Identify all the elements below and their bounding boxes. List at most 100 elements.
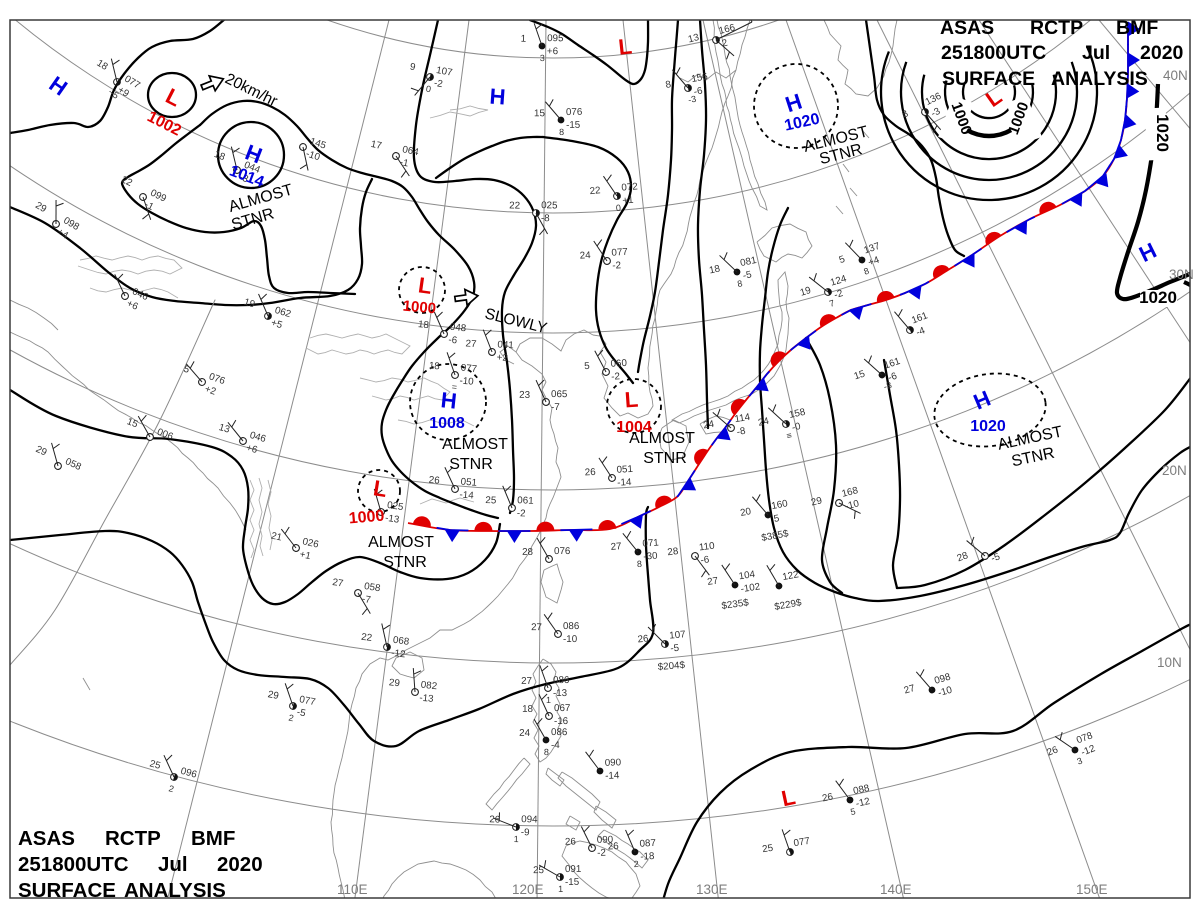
svg-text:2: 2 — [288, 712, 295, 723]
svg-text:-14: -14 — [605, 770, 620, 781]
svg-text:-13: -13 — [553, 688, 568, 699]
svg-text:STNR: STNR — [449, 456, 493, 473]
svg-text:-10: -10 — [844, 498, 861, 512]
svg-text:156: 156 — [691, 71, 710, 85]
svg-text:058: 058 — [363, 581, 381, 595]
svg-text:27: 27 — [707, 575, 719, 587]
svg-text:-7: -7 — [551, 402, 560, 413]
svg-text:2020: 2020 — [1140, 42, 1184, 64]
svg-text:+5: +5 — [270, 317, 284, 331]
svg-text:251800UTC: 251800UTC — [941, 42, 1046, 64]
svg-text:8: 8 — [544, 747, 549, 757]
svg-text:1: 1 — [546, 695, 551, 705]
svg-text:-13: -13 — [384, 513, 400, 526]
svg-text:27: 27 — [610, 541, 622, 553]
svg-text:077: 077 — [611, 247, 628, 259]
svg-text:107: 107 — [435, 65, 453, 79]
svg-text:STNR: STNR — [643, 450, 687, 467]
svg-text:ALMOST: ALMOST — [368, 534, 434, 551]
svg-text:28: 28 — [956, 550, 971, 564]
svg-text:24: 24 — [519, 728, 531, 739]
svg-text:+2: +2 — [496, 352, 508, 364]
svg-text:-6: -6 — [693, 85, 704, 98]
svg-text:+6: +6 — [125, 298, 140, 313]
svg-text:025: 025 — [541, 200, 558, 211]
svg-text:L: L — [624, 387, 639, 413]
svg-text:18: 18 — [417, 319, 430, 331]
svg-text:094: 094 — [521, 814, 538, 825]
svg-text:$204$: $204$ — [657, 660, 686, 673]
svg-text:26: 26 — [428, 475, 440, 487]
svg-text:27: 27 — [332, 577, 344, 590]
svg-text:RCTP: RCTP — [1030, 17, 1083, 39]
svg-text:5: 5 — [849, 806, 856, 817]
svg-text:23: 23 — [519, 390, 531, 401]
svg-text:26: 26 — [821, 791, 834, 804]
svg-text:-30: -30 — [643, 551, 658, 563]
svg-text:-10: -10 — [563, 634, 578, 645]
svg-text:-10: -10 — [937, 685, 954, 700]
svg-text:26: 26 — [607, 841, 619, 853]
svg-text:+1: +1 — [299, 549, 312, 562]
svg-text:H: H — [440, 387, 458, 414]
svg-text:26: 26 — [1046, 744, 1061, 758]
svg-text:5: 5 — [773, 513, 781, 525]
svg-text:+6: +6 — [245, 442, 259, 456]
svg-text:26: 26 — [637, 633, 649, 645]
svg-text:27: 27 — [903, 683, 917, 697]
svg-text:-2: -2 — [611, 371, 620, 382]
svg-text:-16: -16 — [554, 716, 569, 727]
svg-text:-5: -5 — [990, 551, 1002, 565]
svg-text:28: 28 — [667, 546, 680, 558]
svg-text:076: 076 — [566, 107, 583, 118]
svg-text:-5: -5 — [742, 269, 753, 282]
svg-text:041: 041 — [497, 339, 514, 351]
svg-text:120E: 120E — [512, 882, 544, 897]
svg-text:0: 0 — [425, 84, 432, 95]
svg-text:8: 8 — [900, 108, 910, 121]
svg-text:24: 24 — [579, 250, 591, 262]
svg-text:26: 26 — [585, 467, 597, 479]
svg-text:-10: -10 — [459, 375, 475, 387]
svg-text:40N: 40N — [1163, 68, 1188, 83]
svg-text:107: 107 — [669, 629, 686, 641]
svg-text:130E: 130E — [696, 882, 728, 897]
svg-text:-10: -10 — [304, 149, 321, 164]
svg-text:-2: -2 — [833, 288, 844, 301]
svg-text:158: 158 — [788, 407, 807, 421]
svg-text:5: 5 — [838, 254, 847, 266]
svg-text:22: 22 — [119, 174, 134, 189]
svg-text:025: 025 — [386, 500, 404, 513]
svg-text:24: 24 — [702, 419, 715, 432]
svg-text:-5: -5 — [296, 707, 307, 720]
svg-text:7: 7 — [828, 298, 836, 309]
svg-text:145: 145 — [308, 136, 327, 152]
svg-text:1008: 1008 — [429, 415, 465, 432]
svg-text:L: L — [372, 475, 389, 502]
svg-text:24: 24 — [757, 416, 771, 429]
svg-text:25: 25 — [762, 843, 775, 856]
svg-text:ANALYSIS: ANALYSIS — [1051, 68, 1148, 90]
svg-text:088: 088 — [852, 783, 871, 797]
svg-text:25: 25 — [148, 758, 162, 772]
svg-text:046: 046 — [248, 430, 267, 445]
svg-text:-15: -15 — [566, 120, 581, 131]
svg-text:2: 2 — [168, 783, 175, 794]
svg-text:8: 8 — [665, 79, 673, 91]
svg-text:15: 15 — [125, 416, 140, 430]
svg-text:1000: 1000 — [348, 507, 385, 527]
svg-text:10N: 10N — [1157, 655, 1182, 670]
svg-text:114: 114 — [734, 412, 752, 426]
svg-text:20: 20 — [739, 506, 752, 519]
svg-text:18: 18 — [708, 263, 721, 276]
svg-text:18: 18 — [522, 704, 533, 715]
svg-text:-15: -15 — [565, 877, 580, 888]
svg-text:SURFACE: SURFACE — [942, 68, 1035, 90]
svg-text:1020: 1020 — [1139, 288, 1177, 307]
svg-text:8: 8 — [559, 127, 564, 137]
svg-text:-5: -5 — [670, 643, 680, 655]
svg-text:-6: -6 — [887, 371, 899, 384]
svg-text:-13: -13 — [419, 693, 435, 705]
svg-text:161: 161 — [910, 310, 929, 326]
svg-text:$385$: $385$ — [761, 528, 790, 544]
